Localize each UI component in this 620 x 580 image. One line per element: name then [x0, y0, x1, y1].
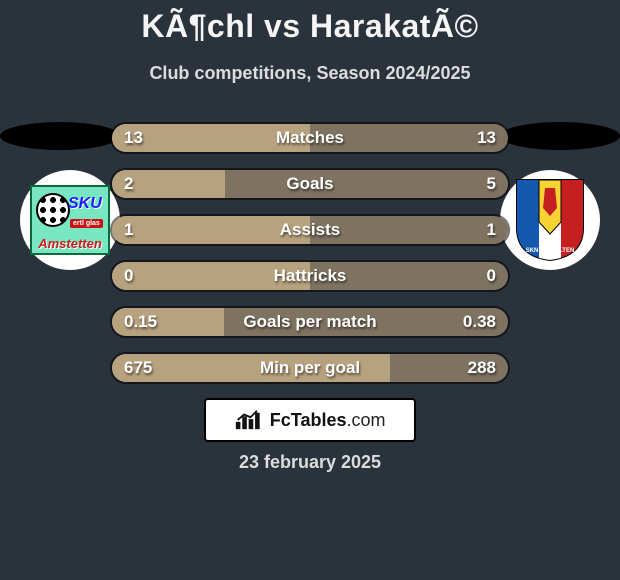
bar-value-right: 0: [487, 262, 496, 290]
bar-label: Hattricks: [112, 262, 508, 290]
bar-row: 675Min per goal288: [110, 352, 510, 384]
page-subtitle: Club competitions, Season 2024/2025: [0, 63, 620, 84]
logo-skn-caption: SKN ST. PÖLTEN: [526, 247, 575, 254]
comparison-bars: 13Matches13 2Goals5 1Assists1 0Hattricks0 0.…: [110, 122, 510, 398]
bar-value-right: 288: [468, 354, 496, 382]
brand-text: FcTables.com: [270, 410, 386, 431]
brand-domain-suffix: .com: [347, 410, 386, 430]
bar-label: Min per goal: [112, 354, 508, 382]
brand-link[interactable]: FcTables.com: [204, 398, 416, 442]
page-title: KÃ¶chl vs HarakatÃ©: [0, 0, 620, 45]
bar-row: 0.15Goals per match0.38: [110, 306, 510, 338]
bar-label: Matches: [112, 124, 508, 152]
bar-value-right: 5: [487, 170, 496, 198]
shadow-ellipse-left: [0, 122, 120, 150]
bar-row: 13Matches13: [110, 122, 510, 154]
logo-sku-text-bottom: Amstetten: [32, 236, 108, 251]
club-badge-left: SKU ertl glas Amstetten: [20, 170, 120, 270]
bar-label: Goals: [112, 170, 508, 198]
club-badge-right: SKN ST. PÖLTEN: [500, 170, 600, 270]
bar-value-right: 0.38: [463, 308, 496, 336]
brand-bars-icon: [234, 409, 263, 431]
shadow-ellipse-right: [500, 122, 620, 150]
bar-row: 1Assists1: [110, 214, 510, 246]
logo-sku-text-top: SKU: [68, 195, 102, 213]
bar-row: 0Hattricks0: [110, 260, 510, 292]
club-logo-skn: SKN ST. PÖLTEN: [515, 178, 585, 262]
club-logo-sku: SKU ertl glas Amstetten: [30, 185, 110, 255]
bar-label: Assists: [112, 216, 508, 244]
bar-row: 2Goals5: [110, 168, 510, 200]
date-text: 23 february 2025: [0, 452, 620, 473]
bar-value-right: 13: [477, 124, 496, 152]
bar-label: Goals per match: [112, 308, 508, 336]
logo-sku-text-mid: ertl glas: [70, 219, 103, 228]
brand-name: FcTables: [270, 410, 347, 430]
bar-value-right: 1: [487, 216, 496, 244]
